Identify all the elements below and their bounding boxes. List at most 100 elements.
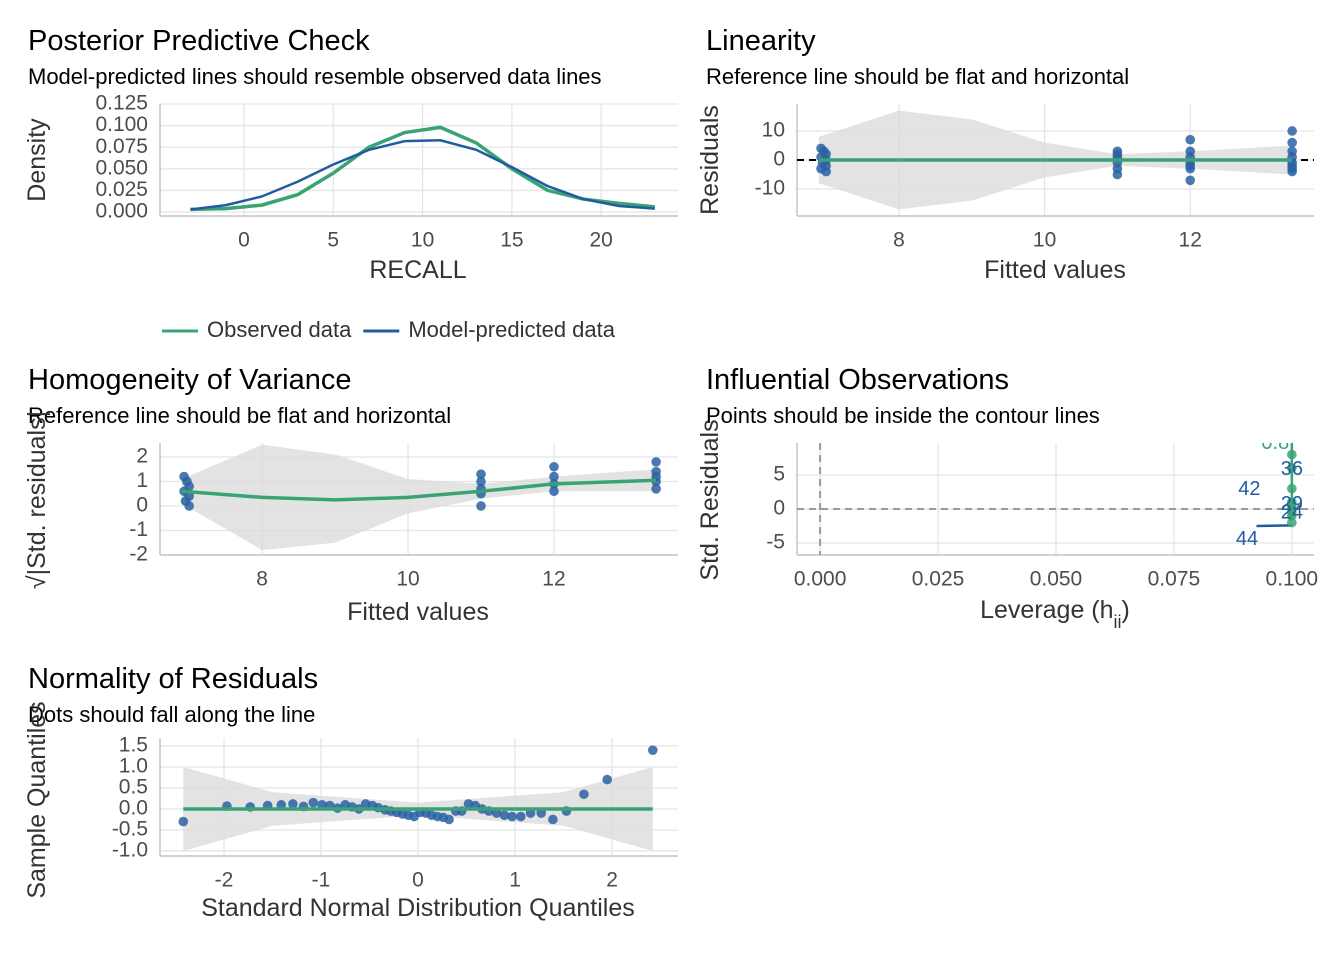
point xyxy=(1185,134,1196,145)
y-axis-label: √|Std. residuals| xyxy=(23,411,51,589)
x-tick-label: 12 xyxy=(1179,229,1202,252)
point xyxy=(499,810,510,821)
panel: Influential Observations Points should be… xyxy=(696,364,1318,632)
y-tick-label: 0.5 xyxy=(119,776,148,799)
x-tick-label: 0 xyxy=(412,869,424,892)
point xyxy=(1287,126,1297,136)
point xyxy=(276,799,287,810)
x-axis-label: RECALL xyxy=(369,256,466,284)
x-tick-label: 15 xyxy=(500,229,523,252)
point xyxy=(548,814,558,825)
plot-area xyxy=(178,745,658,851)
x-tick-label: -1 xyxy=(312,869,331,892)
x-tick-label: 0.075 xyxy=(1148,568,1201,591)
x-tick-label: 0.050 xyxy=(1030,568,1083,591)
panel-header: Influential Observations Points should be… xyxy=(706,364,1100,428)
x-tick-label: 20 xyxy=(590,229,613,252)
point-label: 24 xyxy=(1281,501,1303,523)
y-axis-label: Density xyxy=(23,118,51,202)
y-tick-label: 0.100 xyxy=(95,113,148,136)
y-tick-label: -1.0 xyxy=(112,839,148,862)
y-tick-label: 2 xyxy=(136,445,148,468)
point xyxy=(1287,511,1297,521)
point xyxy=(308,797,319,808)
y-tick-label: -5 xyxy=(766,531,785,554)
point xyxy=(476,501,486,511)
point xyxy=(525,808,536,818)
y-tick-label: 0.0 xyxy=(119,797,148,820)
point xyxy=(184,501,194,511)
point xyxy=(651,457,661,467)
panel-subtitle: Reference line should be flat and horizo… xyxy=(706,64,1129,89)
x-tick-label: 12 xyxy=(542,568,565,591)
panel-title: Normality of Residuals xyxy=(28,663,318,695)
point xyxy=(491,808,502,818)
x-tick-label: 8 xyxy=(893,229,905,252)
panel-title: Homogeneity of Variance xyxy=(28,364,351,396)
panel-subtitle: Dots should fall along the line xyxy=(28,702,315,727)
panel: Normality of Residuals Dots should fall a… xyxy=(23,663,678,922)
x-axis-label: Leverage (hii) xyxy=(980,596,1130,632)
plot-area xyxy=(797,110,1314,210)
panel-header: Posterior Predictive Check Model-predicte… xyxy=(28,25,602,89)
series-line xyxy=(190,139,655,211)
point xyxy=(1287,137,1297,148)
point xyxy=(1112,169,1123,180)
point xyxy=(1185,175,1196,186)
x-axis-label: Fitted values xyxy=(984,256,1126,284)
legend-label: Observed data xyxy=(207,317,352,342)
y-axis-label: Std. Residuals xyxy=(696,419,724,580)
panel-title: Influential Observations xyxy=(706,364,1009,396)
contour-line xyxy=(1256,524,1292,528)
point-label: 42 xyxy=(1238,478,1260,500)
x-tick-label: 10 xyxy=(411,229,434,252)
point xyxy=(1287,483,1297,494)
y-tick-label: -1 xyxy=(129,518,148,541)
y-axis-label: Sample Quantiles xyxy=(23,701,51,898)
x-tick-label: 8 xyxy=(256,568,268,591)
panel: Posterior Predictive Check Model-predicte… xyxy=(23,25,678,342)
point xyxy=(476,469,486,479)
point xyxy=(602,774,612,785)
y-tick-label: 1.5 xyxy=(119,734,148,757)
point xyxy=(647,745,658,755)
panel: Homogeneity of Variance Reference line sh… xyxy=(23,364,678,626)
panel-header: Normality of Residuals Dots should fall a… xyxy=(28,663,318,727)
point xyxy=(507,811,517,822)
point xyxy=(1287,463,1297,473)
point-label: 36 xyxy=(1281,458,1303,480)
y-tick-label: -10 xyxy=(755,177,785,200)
point xyxy=(651,484,661,494)
point xyxy=(549,461,559,472)
legend-label: Model-predicted data xyxy=(408,317,615,342)
point xyxy=(1287,166,1297,177)
panel-title: Posterior Predictive Check xyxy=(28,25,370,57)
point xyxy=(549,486,559,497)
plot-area xyxy=(190,125,655,212)
point xyxy=(821,166,831,177)
point xyxy=(1287,449,1297,460)
point xyxy=(579,789,589,800)
y-tick-label: 0 xyxy=(136,494,148,517)
point xyxy=(1185,163,1196,174)
panel-title: Linearity xyxy=(706,25,816,57)
x-axis-label: Standard Normal Distribution Quantiles xyxy=(201,894,635,922)
y-tick-label: 0.025 xyxy=(95,178,148,201)
x-tick-label: 1 xyxy=(509,869,521,892)
x-tick-label: 10 xyxy=(396,568,419,591)
y-tick-label: -2 xyxy=(129,543,148,566)
point xyxy=(288,799,298,809)
x-tick-label: 0 xyxy=(238,229,250,252)
panel-header: Linearity Reference line should be flat a… xyxy=(706,25,1129,89)
y-tick-label: -0.5 xyxy=(112,818,148,841)
x-tick-label: 0.100 xyxy=(1266,568,1319,591)
y-tick-label: 0 xyxy=(773,148,785,171)
x-tick-label: 10 xyxy=(1033,229,1056,252)
y-tick-label: 0 xyxy=(773,497,785,520)
y-tick-label: 5 xyxy=(773,463,785,486)
x-tick-label: -2 xyxy=(215,869,234,892)
point xyxy=(536,808,547,818)
y-axis-label: Residuals xyxy=(696,105,724,215)
plot-area xyxy=(179,444,661,551)
point-label: 44 xyxy=(1236,528,1258,550)
